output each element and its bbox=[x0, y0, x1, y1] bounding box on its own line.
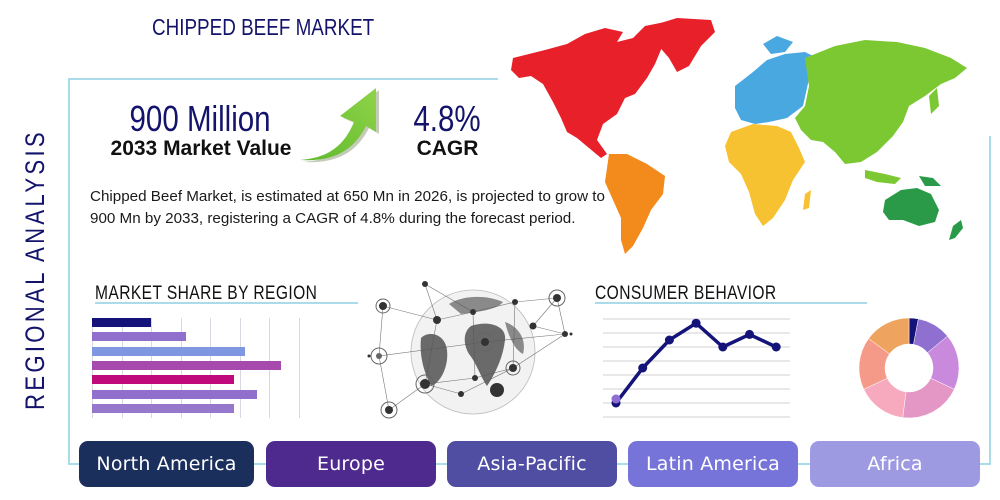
map-asia bbox=[795, 40, 967, 164]
region-button-asia-pacific[interactable]: Asia-Pacific bbox=[447, 441, 617, 487]
map-north-america bbox=[511, 22, 677, 158]
region-button-africa[interactable]: Africa bbox=[810, 441, 980, 487]
cagr-value-text: 4.8% bbox=[413, 98, 482, 139]
bar bbox=[92, 332, 187, 342]
bar bbox=[92, 346, 246, 356]
network-globe-illustration bbox=[367, 281, 573, 419]
market-share-underline bbox=[95, 302, 358, 304]
market-description: Chipped Beef Market, is estimated at 650… bbox=[90, 188, 605, 227]
market-share-title-text: MARKET SHARE BY REGION bbox=[95, 283, 318, 304]
market-value: 900 Million bbox=[100, 98, 300, 140]
market-share-bar-chart bbox=[92, 318, 322, 418]
donut-chart bbox=[858, 317, 960, 419]
frame-right-border bbox=[989, 136, 991, 465]
world-map bbox=[511, 18, 967, 254]
vertical-section-title: REGIONAL ANALYSIS bbox=[20, 80, 51, 410]
bar bbox=[92, 360, 281, 370]
map-new-guinea bbox=[919, 176, 941, 186]
map-greenland bbox=[651, 18, 715, 72]
market-value-label: 2033 Market Value bbox=[110, 137, 292, 160]
bar bbox=[92, 318, 151, 327]
map-madagascar bbox=[803, 190, 811, 210]
region-button-north-america[interactable]: North America bbox=[79, 441, 254, 487]
map-indonesia bbox=[865, 170, 901, 184]
cagr-value: 4.8% bbox=[400, 98, 495, 140]
region-button-latin-america[interactable]: Latin America bbox=[628, 441, 798, 487]
frame-left-border bbox=[68, 78, 70, 464]
map-africa bbox=[725, 124, 805, 226]
consumer-behavior-title: CONSUMER BEHAVIOR bbox=[595, 283, 816, 305]
bar bbox=[92, 375, 234, 385]
market-share-title: MARKET SHARE BY REGION bbox=[95, 283, 366, 305]
page-title: CHIPPED BEEF MARKET bbox=[152, 14, 375, 40]
bar-gridline bbox=[298, 318, 300, 418]
map-europe bbox=[735, 52, 817, 124]
consumer-behavior-title-text: CONSUMER BEHAVIOR bbox=[595, 283, 777, 304]
vertical-title-text: REGIONAL ANALYSIS bbox=[20, 129, 50, 410]
map-scandinavia bbox=[763, 36, 793, 54]
map-new-zealand bbox=[949, 220, 963, 240]
cagr-label: CAGR bbox=[416, 137, 479, 160]
bar bbox=[92, 403, 234, 413]
region-button-europe[interactable]: Europe bbox=[266, 441, 436, 487]
frame-top-border bbox=[68, 78, 498, 80]
growth-arrow-icon bbox=[300, 88, 379, 163]
map-australia bbox=[883, 188, 939, 226]
map-south-america bbox=[605, 154, 665, 254]
consumer-behavior-line-chart bbox=[603, 318, 790, 418]
bar bbox=[92, 389, 258, 399]
consumer-behavior-underline bbox=[595, 302, 867, 304]
map-japan bbox=[929, 88, 939, 114]
market-value-text: 900 Million bbox=[129, 98, 271, 139]
